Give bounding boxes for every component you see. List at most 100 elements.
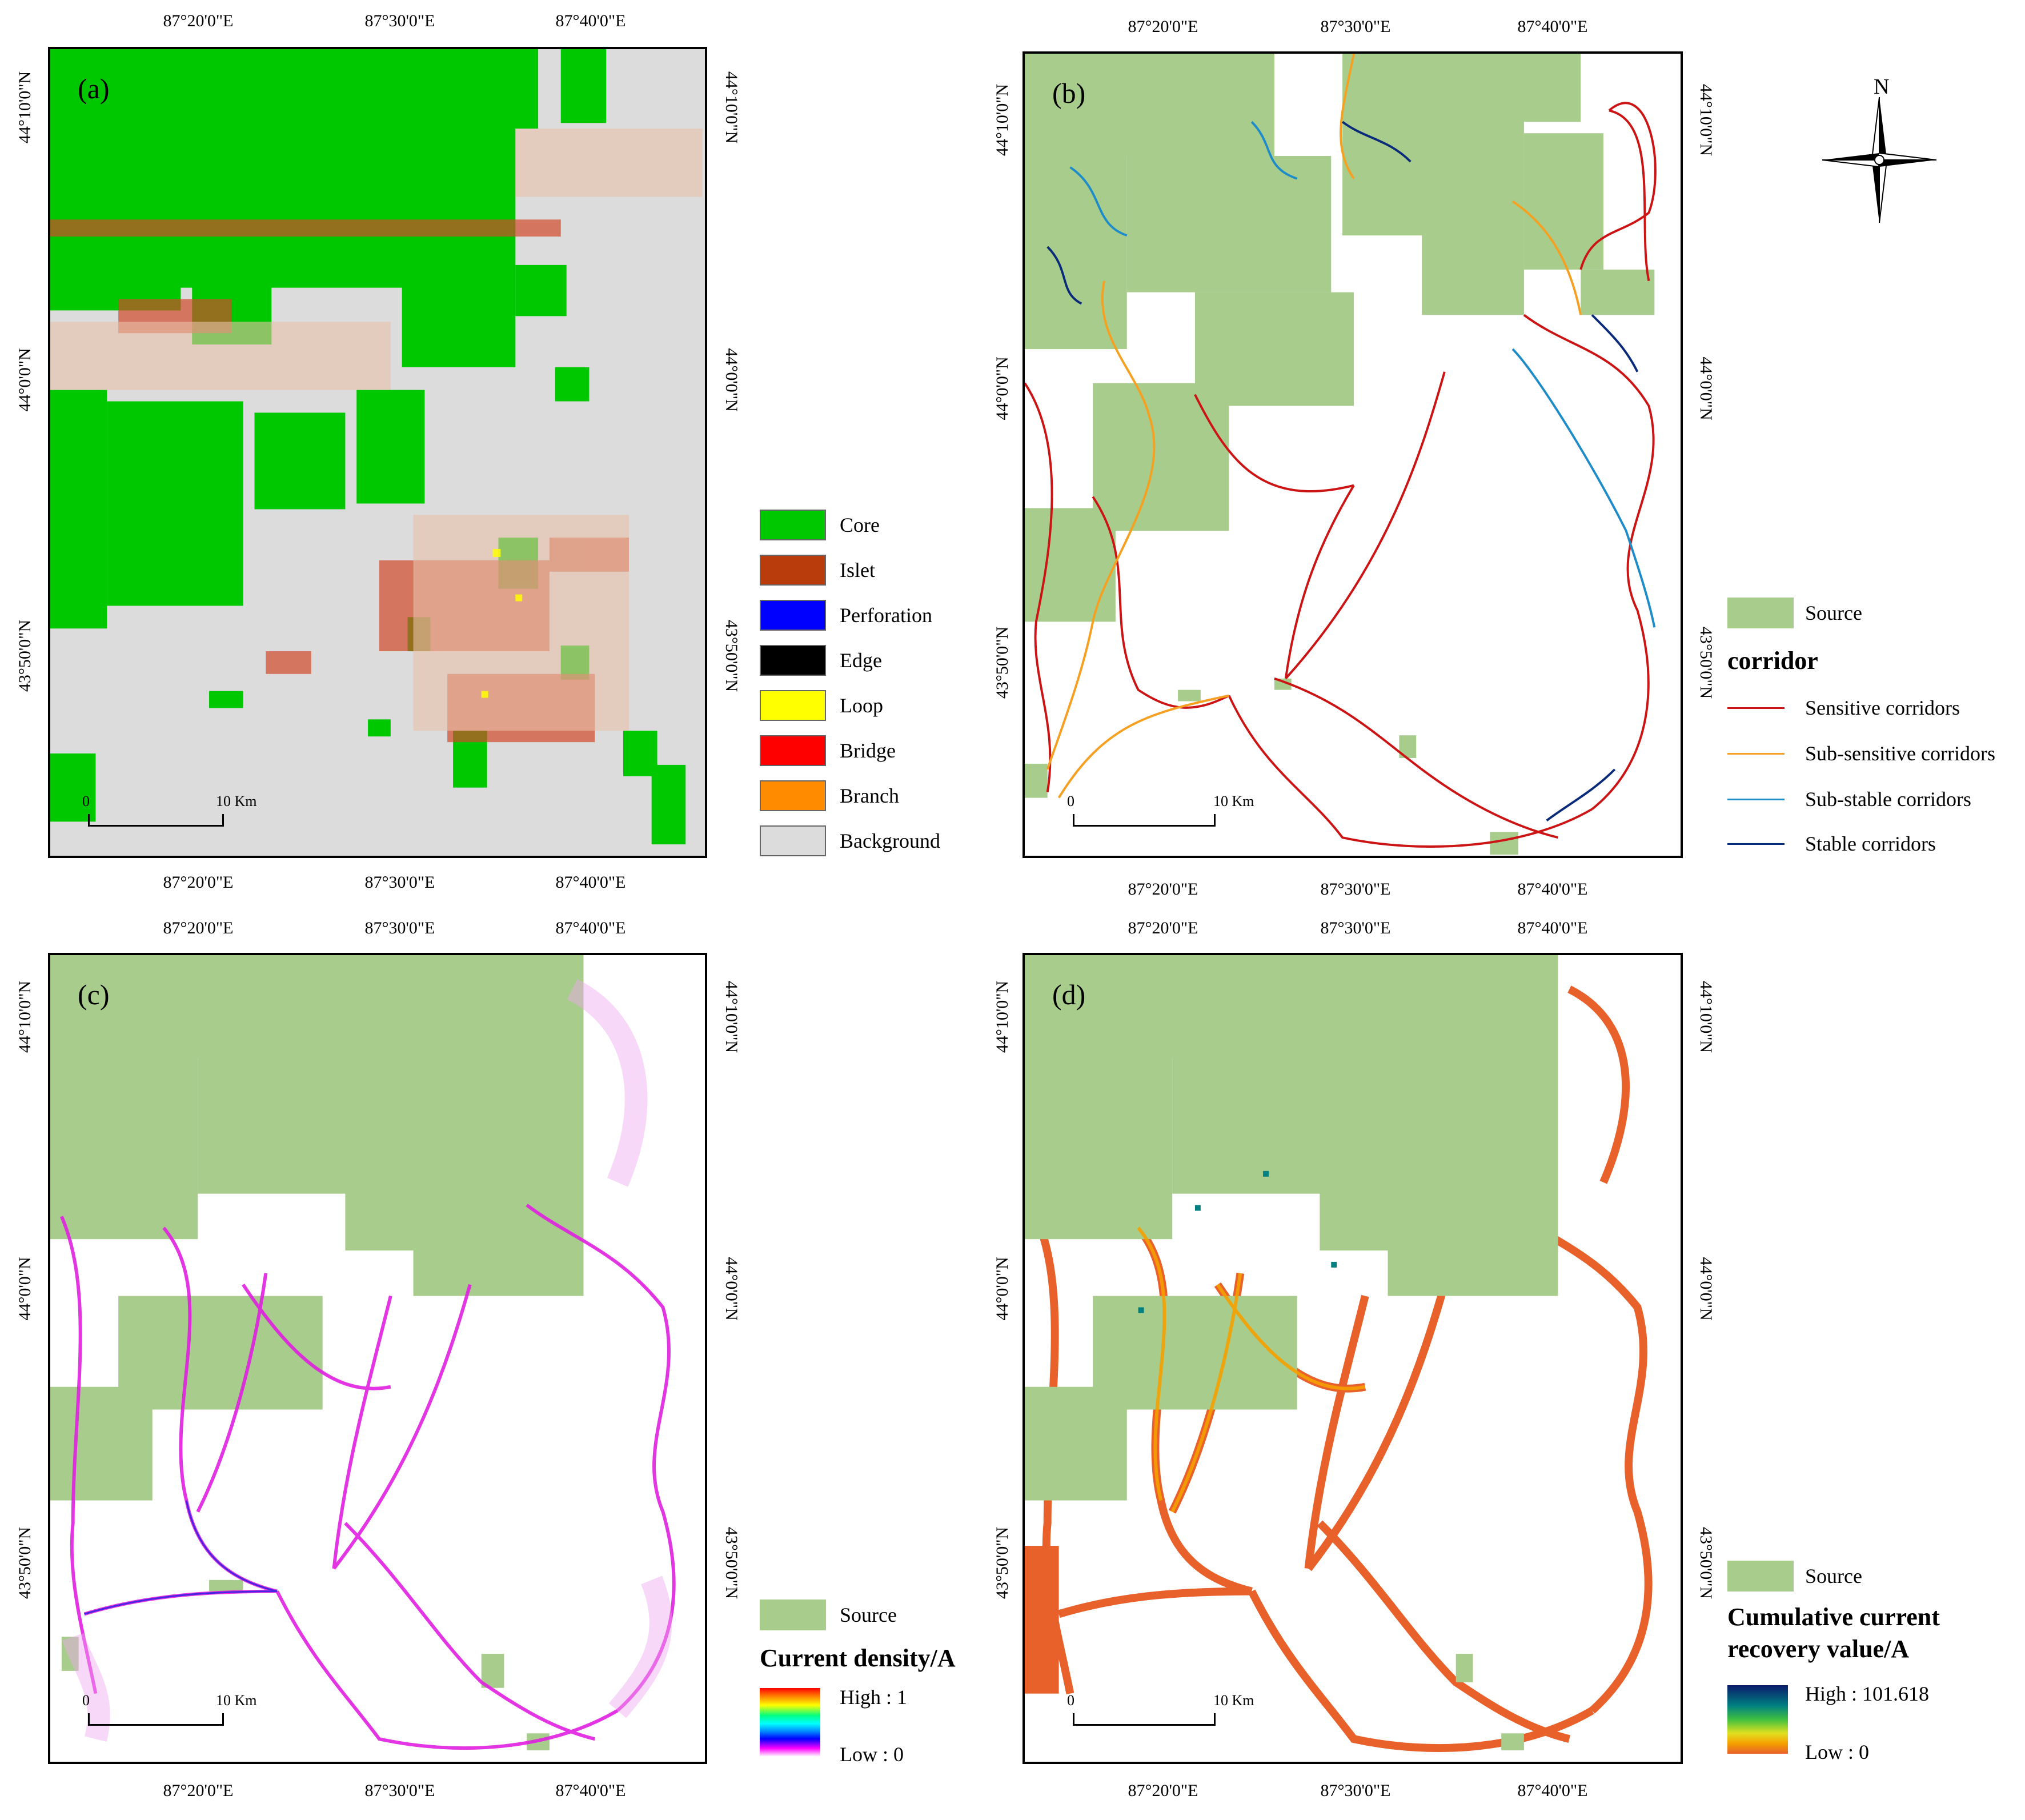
scale-ten-label: 10 Km [216,1692,257,1709]
lat-tick-left-2: 44°0'0"N [993,1257,1012,1321]
scale-bar [1073,809,1216,827]
lat-tick-right-1: 44°10'0"N [722,71,741,144]
lat-tick-left-2: 44°0'0"N [15,1257,34,1321]
north-arrow: N [1822,74,1936,223]
legend-swatch-bridge [760,735,826,766]
map-panel-c: (c) 0 10 Km [48,953,707,1764]
legend-title-line-2: recovery value/A [1727,1635,1910,1663]
legend-label-source: Source [840,1603,897,1626]
lon-tick-bottom-3: 87°40'0"E [555,1781,626,1800]
current-density-map [50,955,676,1751]
legend-label-branch: Branch [840,784,899,807]
panel-b-label: (b) [1052,77,1086,109]
legend-line-sub-stable [1727,799,1785,800]
legend-swatch-perforation [760,600,826,631]
legend-swatch-edge [760,645,826,676]
legend-label-sub-stable: Sub-stable corridors [1805,788,1971,811]
lon-tick-top-2: 87°30'0"E [364,11,435,30]
scale-zero-label: 0 [1067,1692,1074,1709]
legend-title-current-density: Current density/A [760,1644,956,1672]
scale-ten-label: 10 Km [1213,1692,1254,1709]
legend-label-loop: Loop [840,694,883,717]
scale-zero-label: 0 [82,1692,90,1709]
panel-a-label: (a) [78,73,110,105]
lat-tick-left-3: 43°50'0"N [993,626,1012,699]
lon-tick-top-2: 87°30'0"E [364,919,435,937]
lat-tick-right-3: 43°50'0"N [1697,626,1715,699]
lon-tick-bottom-2: 87°30'0"E [1320,880,1391,899]
lon-tick-bottom-2: 87°30'0"E [364,1781,435,1800]
legend-high-label: High : 101.618 [1805,1682,1930,1705]
legend-swatch-source [760,1599,826,1630]
lon-tick-top-3: 87°40'0"E [555,11,626,30]
legend-low-label: Low : 0 [1805,1741,1869,1763]
legend-label-perforation: Perforation [840,604,932,627]
lon-tick-bottom-2: 87°30'0"E [364,873,435,892]
lon-tick-top-1: 87°20'0"E [1128,919,1198,937]
map-panel-d: (d) 0 10 Km [1022,953,1683,1764]
lat-tick-right-1: 44°10'0"N [1697,83,1715,157]
lon-tick-bottom-3: 87°40'0"E [1517,880,1588,899]
legend-label-edge: Edge [840,649,882,672]
current-density-ramp [760,1688,820,1757]
lat-tick-left-1: 44°10'0"N [993,83,1012,157]
legend-swatch-branch [760,780,826,811]
legend-line-sub-sensitive [1727,753,1785,755]
legend-swatch-source [1727,1561,1794,1592]
scale-ten-label: 10 Km [1213,793,1254,809]
legend-swatch-background [760,825,826,856]
legend-label-bridge: Bridge [840,739,896,762]
legend-label-core: Core [840,514,880,536]
lat-tick-left-2: 44°0'0"N [993,356,1012,420]
lon-tick-top-2: 87°30'0"E [1320,17,1391,36]
lon-tick-bottom-3: 87°40'0"E [555,873,626,892]
panel-d-label: (d) [1052,979,1086,1011]
lat-tick-left-1: 44°10'0"N [993,980,1012,1053]
lon-tick-bottom-1: 87°20'0"E [1128,880,1198,899]
legend-label-islet: Islet [840,559,875,582]
lon-tick-top-1: 87°20'0"E [163,11,234,30]
legend-swatch-loop [760,690,826,721]
cumulative-current-ramp [1727,1685,1788,1754]
scale-ten-label: 10 Km [216,793,257,809]
lat-tick-right-3: 43°50'0"N [1697,1526,1715,1599]
legend-high-label: High : 1 [840,1686,908,1709]
lat-tick-left-1: 44°10'0"N [15,980,34,1053]
lon-tick-bottom-1: 87°20'0"E [163,1781,234,1800]
legend-swatch-core [760,510,826,540]
lat-tick-left-3: 43°50'0"N [15,1526,34,1599]
morphology-map [50,49,703,845]
scale-bar [88,1708,224,1726]
lat-tick-left-1: 44°10'0"N [15,71,34,144]
lat-tick-left-3: 43°50'0"N [993,1526,1012,1599]
legend-label-source: Source [1805,602,1862,624]
lat-tick-left-2: 44°0'0"N [15,348,34,412]
legend-swatch-source [1727,598,1794,628]
legend-label-background: Background [840,829,940,852]
legend-label-stable: Stable corridors [1805,832,1936,855]
lon-tick-top-3: 87°40'0"E [555,919,626,937]
lat-tick-right-3: 43°50'0"N [722,619,741,692]
legend-line-stable [1727,843,1785,845]
legend-swatch-islet [760,555,826,586]
scale-bar [88,809,224,827]
cumulative-current-map [1025,955,1653,1753]
lat-tick-right-2: 44°0'0"N [1697,356,1715,420]
lon-tick-bottom-1: 87°20'0"E [1128,1781,1198,1800]
lon-tick-bottom-1: 87°20'0"E [163,873,234,892]
legend-low-label: Low : 0 [840,1743,904,1766]
map-panel-a: (a) 0 10 Km [48,47,707,858]
north-arrow-label: N [1874,75,1890,99]
lon-tick-top-2: 87°30'0"E [1320,919,1391,937]
lat-tick-left-3: 43°50'0"N [15,619,34,692]
lon-tick-bottom-3: 87°40'0"E [1517,1781,1588,1800]
compass-icon [1822,97,1936,223]
panel-c-label: (c) [78,979,110,1011]
legend-line-sensitive [1727,707,1785,709]
corridor-map [1025,54,1657,855]
scale-zero-label: 0 [82,793,90,809]
map-panel-b: (b) 0 10 Km [1022,51,1683,858]
lat-tick-right-1: 44°10'0"N [722,980,741,1053]
legend-title-corridor: corridor [1727,647,1818,675]
legend-label-sensitive: Sensitive corridors [1805,696,1960,719]
